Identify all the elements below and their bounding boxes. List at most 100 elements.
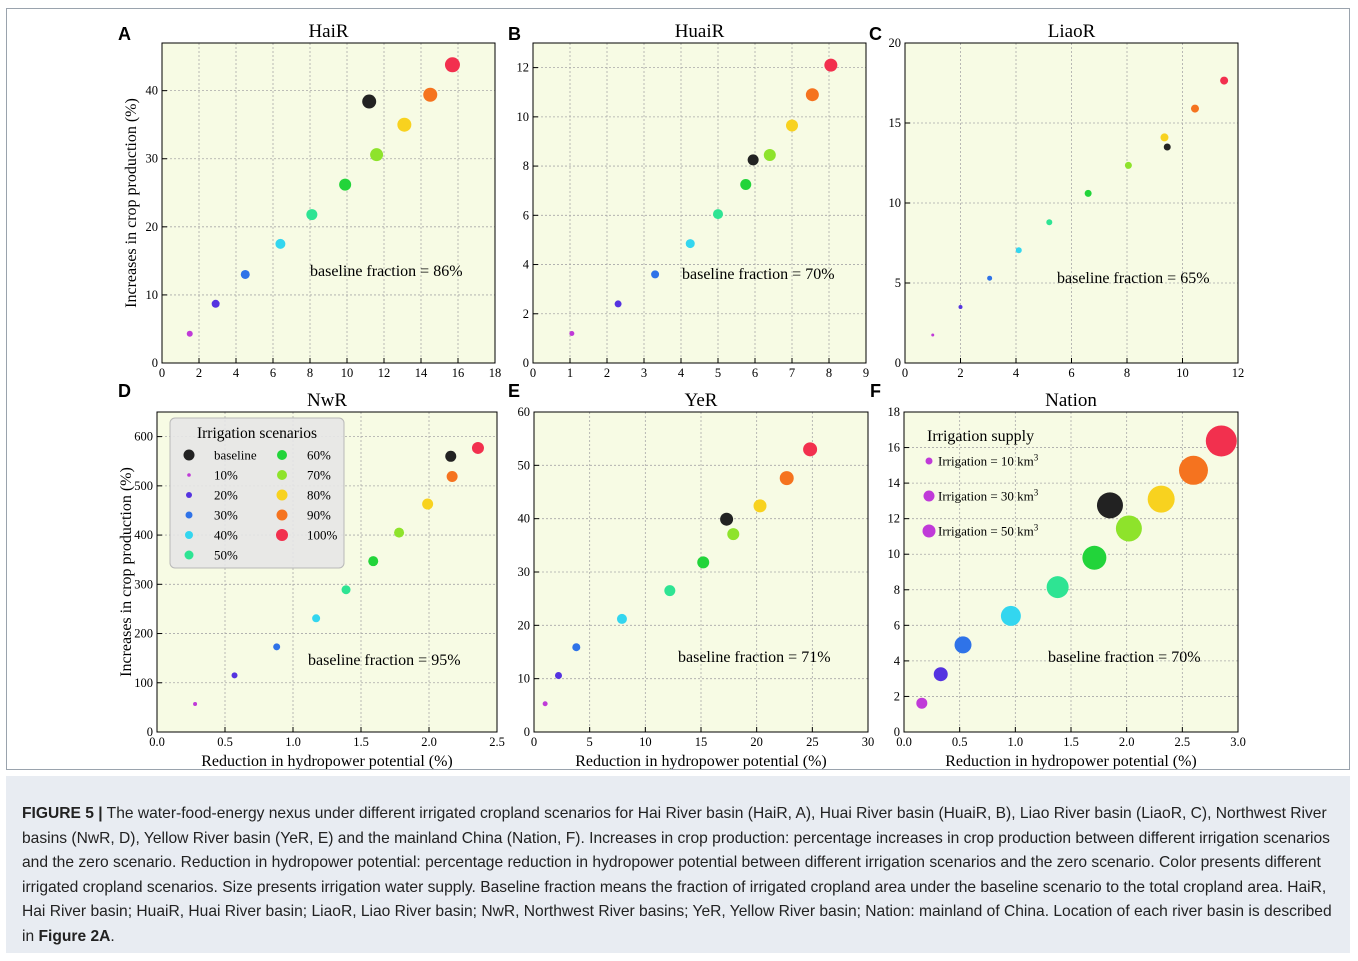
y-tick-label: 12: [888, 512, 901, 526]
panel-letter: E: [508, 381, 520, 401]
legend-size-marker: [922, 524, 936, 538]
superscript: 3: [1034, 488, 1039, 498]
caption-label: FIGURE 5 |: [22, 805, 103, 822]
y-tick-label: 10: [889, 196, 902, 210]
y-tick-label: 30: [146, 152, 159, 166]
point-baseline: [747, 154, 759, 166]
x-tick-label: 0.0: [896, 735, 912, 749]
plot-border: [156, 411, 498, 733]
panel-title: HuaiR: [675, 21, 725, 42]
legend-label: 70%: [307, 468, 331, 483]
panel-letter: A: [118, 24, 131, 44]
x-tick-label: 30: [862, 735, 875, 749]
y-tick-label: 0: [894, 725, 900, 739]
plot-border: [903, 411, 1239, 733]
point-80pct: [786, 119, 798, 132]
point-30pct: [572, 643, 581, 652]
point-100pct: [444, 57, 460, 73]
point-40pct: [275, 238, 286, 249]
panel-F: 0.0 0.5 1.0 1.5 2.0 2.5 3.0 0 2 4 6 8 10 12 14 16 18 Nati…: [870, 381, 1246, 770]
legend-title: Irrigation supply: [927, 428, 1034, 445]
point-40pct: [685, 239, 695, 249]
point-90pct: [1190, 104, 1199, 113]
y-tick-label: 0: [147, 725, 153, 739]
y-tick-label: 40: [518, 512, 531, 526]
y-tick-label: 0: [895, 356, 901, 370]
x-tick-label: 2.5: [489, 735, 505, 749]
y-tick-label: 4: [523, 258, 530, 272]
point-50pct: [1046, 576, 1069, 599]
y-tick-label: 20: [518, 618, 531, 632]
point-60pct: [339, 178, 352, 191]
legend-marker-50pct: [184, 550, 194, 560]
panel-letter: C: [869, 24, 882, 44]
y-tick-label: 14: [888, 476, 901, 490]
legend-marker-30pct: [185, 511, 193, 519]
point-20pct: [554, 671, 562, 679]
x-tick-label: 3.0: [1230, 735, 1246, 749]
point-80pct: [1147, 485, 1175, 513]
x-tick-label: 1.5: [1063, 735, 1079, 749]
y-tick-label: 400: [134, 528, 153, 542]
point-10pct: [569, 330, 575, 336]
panel-title: NwR: [307, 390, 347, 411]
legend-irrigation-scenarios: Irrigation scenarios baseline 10% 20% 30% 40%…: [169, 417, 345, 569]
y-tick-label: 100: [134, 676, 153, 690]
point-20pct: [231, 672, 238, 679]
y-tick-label: 8: [894, 583, 900, 597]
baseline-fraction-label: baseline fraction = 95%: [308, 652, 461, 669]
x-tick-label: 1: [567, 366, 573, 380]
x-tick-label: 6: [752, 366, 758, 380]
point-20pct: [211, 299, 220, 308]
legend-label: 20%: [214, 488, 238, 503]
x-tick-label: 4: [678, 366, 685, 380]
point-100pct: [824, 58, 838, 72]
superscript: 3: [1034, 453, 1039, 463]
legend-label: Irrigation = 30 km3: [938, 488, 1039, 504]
point-70pct: [763, 149, 776, 161]
x-tick-label: 12: [1232, 366, 1245, 380]
y-tick-label: 10: [517, 110, 530, 124]
legend-title: Irrigation scenarios: [197, 425, 317, 442]
point-40pct: [616, 613, 627, 624]
panel-D: 0.0 0.5 1.0 1.5 2.0 2.5 0 100 200 300 400 500 600 NwR…: [118, 381, 505, 770]
x-tick-label: 16: [452, 366, 465, 380]
x-tick-label: 0.0: [149, 735, 165, 749]
legend-label: 90%: [307, 508, 331, 523]
y-tick-label: 50: [518, 458, 531, 472]
point-baseline: [445, 450, 457, 462]
y-tick-label: 18: [888, 405, 901, 419]
point-40pct: [312, 614, 321, 623]
point-20pct: [614, 300, 622, 308]
y-axis-label: Increases in crop production (%): [118, 467, 135, 677]
x-tick-label: 20: [750, 735, 763, 749]
point-70pct: [1115, 515, 1142, 542]
legend-label: 40%: [214, 528, 238, 543]
panel-title: YeR: [685, 390, 718, 411]
y-tick-label: 4: [894, 654, 901, 668]
legend-label: 50%: [214, 548, 238, 563]
panel-letter: D: [118, 381, 131, 401]
point-10pct: [916, 697, 928, 709]
legend-marker-baseline: [183, 449, 195, 461]
point-80pct: [753, 499, 767, 513]
y-tick-label: 16: [888, 441, 901, 455]
y-tick-label: 30: [518, 565, 531, 579]
point-30pct: [273, 643, 281, 651]
legend-label: Irrigation = 50 km3: [938, 523, 1039, 539]
baseline-fraction-label: baseline fraction = 70%: [682, 266, 835, 283]
point-70pct: [727, 528, 740, 541]
y-tick-label: 12: [517, 61, 530, 75]
x-tick-label: 2.0: [1119, 735, 1135, 749]
x-tick-label: 4: [1013, 366, 1020, 380]
legend-marker-60pct: [277, 450, 287, 460]
panel-title: LiaoR: [1048, 21, 1096, 42]
y-tick-label: 6: [523, 208, 529, 222]
x-tick-label: 2.0: [421, 735, 437, 749]
legend-size-marker: [925, 457, 933, 465]
point-80pct: [1160, 133, 1169, 142]
point-80pct: [397, 117, 412, 132]
panel-E: 0 5 10 15 20 25 30 0 10 20 30 40 50 60 YeR E Reduction i…: [508, 381, 874, 770]
legend-label: 80%: [307, 488, 331, 503]
